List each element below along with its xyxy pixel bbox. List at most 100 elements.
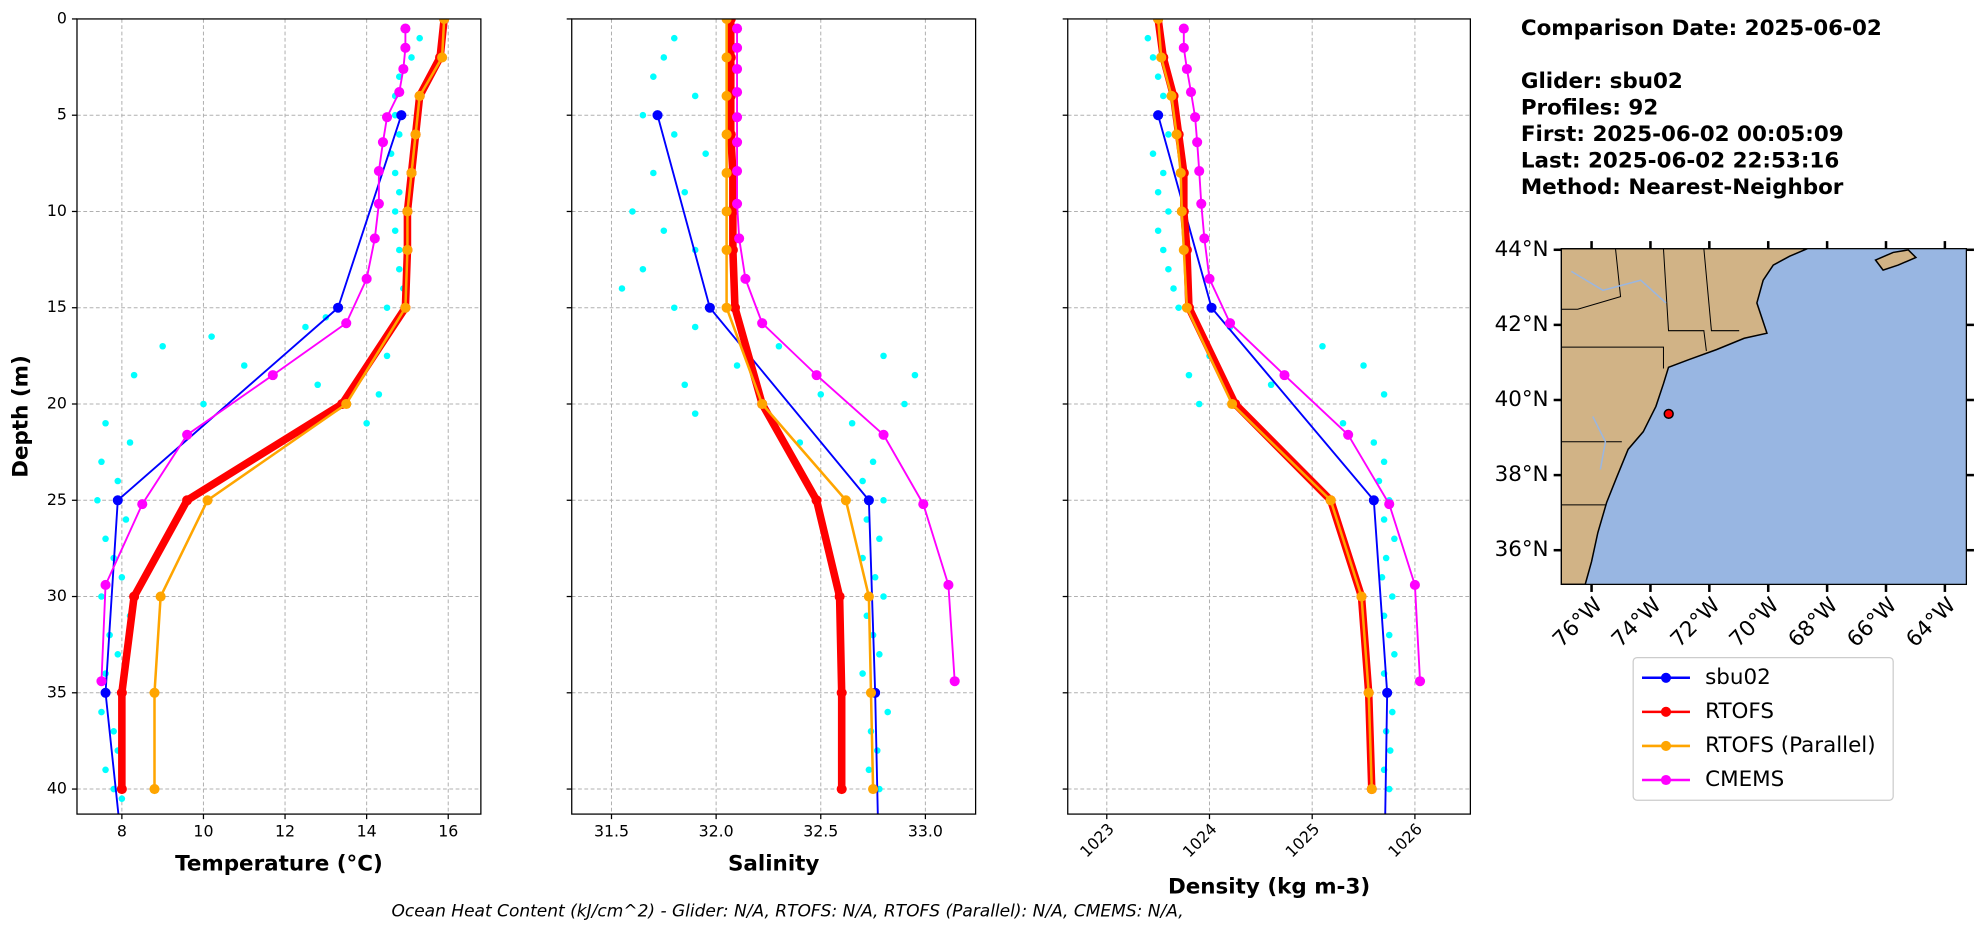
lon-tick-label: 68°W [1784, 593, 1844, 653]
profile-marker [1379, 880, 1389, 890]
glider-point [1267, 381, 1275, 389]
glider-point [102, 766, 109, 774]
legend-label: sbu02 [1705, 665, 1771, 690]
glider-point [681, 381, 689, 389]
glider-point [1195, 400, 1203, 408]
legend-label: RTOFS [1705, 699, 1774, 724]
land [1874, 249, 1918, 272]
profile-marker [1204, 273, 1215, 284]
glider-point [114, 477, 122, 485]
glider-location [1663, 408, 1674, 420]
glider-point [629, 208, 636, 215]
x-tick-label: 33.0 [908, 821, 943, 840]
profile-marker [1382, 687, 1393, 698]
profile-marker [868, 784, 879, 795]
info-line: Comparison Date: 2025-06-02 [1521, 16, 1882, 41]
glider-point [876, 535, 883, 543]
profile-marker [1153, 18, 1164, 24]
profile-marker [1171, 129, 1182, 140]
profile-marker [1181, 63, 1192, 75]
data-layer [618, 18, 960, 815]
profile-marker [1368, 495, 1379, 506]
glider-point [670, 34, 678, 42]
glider-point [1339, 419, 1347, 427]
glider-point [363, 419, 370, 427]
glider-point [383, 304, 391, 312]
glider-point [1144, 34, 1152, 42]
profile-marker [155, 591, 166, 602]
profile-marker [437, 52, 448, 63]
profile-marker [341, 398, 352, 410]
profile-marker [721, 167, 732, 179]
profile-marker [373, 198, 384, 209]
profile-marker [202, 495, 213, 506]
glider-point [880, 593, 887, 600]
profile-marker [836, 687, 847, 698]
glider-point [848, 419, 856, 427]
profile-line [736, 28, 956, 682]
profile-marker [732, 87, 743, 98]
y-tick-label: 30 [47, 586, 67, 605]
glider-point [395, 246, 403, 254]
profile-marker [1185, 87, 1197, 98]
glider-point [1165, 131, 1172, 138]
land [1561, 248, 1808, 585]
profile-marker [732, 23, 743, 34]
profile-marker [1175, 167, 1186, 179]
profile-marker [96, 676, 107, 687]
glider-point [240, 362, 248, 369]
profile-marker [1366, 784, 1377, 795]
x-tick-label: 32.5 [803, 821, 838, 840]
glider-point [670, 131, 678, 138]
glider-point [98, 593, 105, 600]
profile-marker [149, 784, 160, 795]
y-tick-label: 35 [47, 682, 67, 701]
glider-point [859, 477, 866, 485]
profile-marker [1343, 429, 1354, 440]
lon-tick-label: 74°W [1607, 593, 1667, 653]
glider-point [702, 150, 709, 157]
profile-marker [1279, 370, 1290, 381]
profile-marker [116, 784, 127, 795]
profile-marker [732, 137, 743, 148]
profile-marker [381, 112, 393, 123]
glider-point [391, 169, 399, 177]
glider-point [1170, 285, 1177, 292]
glider-point [884, 708, 892, 716]
profile-marker [402, 206, 413, 217]
profile-marker [1190, 112, 1201, 123]
x-tick-label: 1025 [1281, 819, 1323, 861]
legend-marker [1660, 774, 1672, 786]
profile-marker [757, 398, 768, 410]
glider-point [681, 188, 689, 196]
profile-marker [182, 429, 193, 440]
x-axis-label: Density (kg m-3) [1168, 874, 1370, 899]
profile-marker [373, 165, 384, 177]
glider-point [639, 265, 647, 273]
profile-marker [121, 880, 131, 890]
x-tick-label: 1023 [1076, 819, 1118, 861]
profile-marker [361, 273, 372, 284]
profile-marker [811, 370, 822, 381]
legend-marker [1660, 706, 1672, 717]
border [1662, 248, 1707, 351]
glider-point [114, 651, 122, 658]
glider-point [1159, 246, 1167, 254]
glider-point [775, 342, 783, 350]
profile-marker [1227, 398, 1238, 410]
glider-point [660, 227, 668, 235]
profile-marker [1192, 137, 1203, 148]
profile-marker [396, 110, 407, 121]
profile-line [100, 28, 407, 682]
glider-point [670, 304, 678, 312]
info-line: Last: 2025-06-02 22:53:16 [1521, 149, 1839, 174]
x-tick-label: 32.0 [699, 821, 734, 840]
profile-marker [732, 165, 743, 177]
glider-point [660, 54, 668, 61]
profile-marker [1153, 110, 1164, 121]
profile-marker [721, 302, 732, 313]
y-tick-label: 10 [47, 201, 67, 220]
glider-point [1159, 92, 1167, 100]
glider-point [1389, 593, 1396, 600]
profile-marker [918, 499, 929, 510]
